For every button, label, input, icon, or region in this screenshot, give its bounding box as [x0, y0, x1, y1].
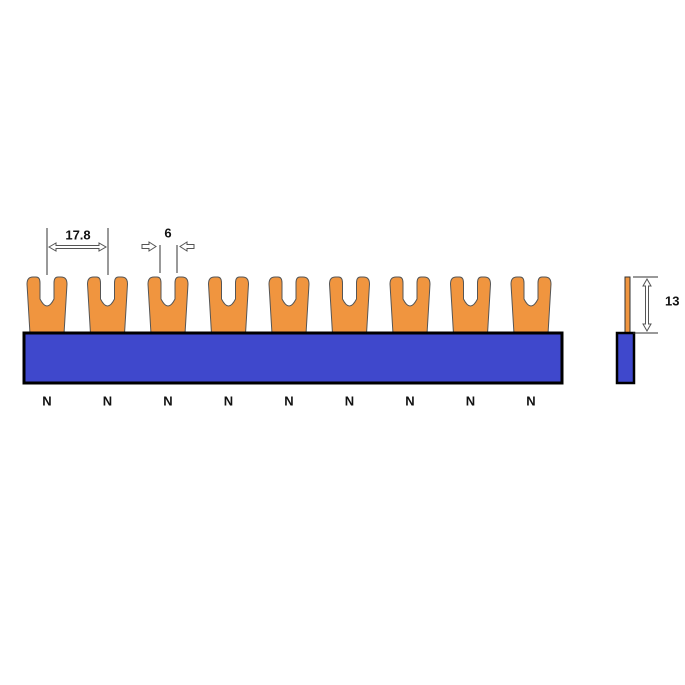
fork: [449, 276, 492, 335]
pole-label: N: [163, 393, 172, 408]
forks: [26, 276, 552, 335]
pitch-label: 17.8: [65, 227, 90, 242]
dimension-arrow: [141, 241, 157, 252]
pole-label: N: [224, 393, 233, 408]
pole-label: N: [526, 393, 535, 408]
side-fork: [624, 276, 631, 334]
pole-label: N: [345, 393, 354, 408]
dimension-arrow: [47, 242, 108, 252]
fork: [328, 276, 371, 335]
height-label: 13: [665, 293, 679, 308]
fork: [510, 276, 552, 335]
fork: [207, 276, 250, 335]
pole-label: N: [284, 393, 293, 408]
width-label: 6: [164, 225, 171, 240]
fork: [26, 276, 68, 335]
dimension-arrow: [179, 241, 195, 252]
pole-label: N: [42, 393, 51, 408]
fork: [268, 276, 310, 335]
fork: [147, 276, 189, 335]
busbar-body: [22, 331, 564, 385]
pole-label: N: [405, 393, 414, 408]
dimension-arrow: [642, 277, 652, 333]
fork: [86, 276, 129, 335]
side-body: [615, 331, 636, 385]
pole-label: N: [103, 393, 112, 408]
fork: [389, 276, 431, 335]
pole-label: N: [466, 393, 475, 408]
